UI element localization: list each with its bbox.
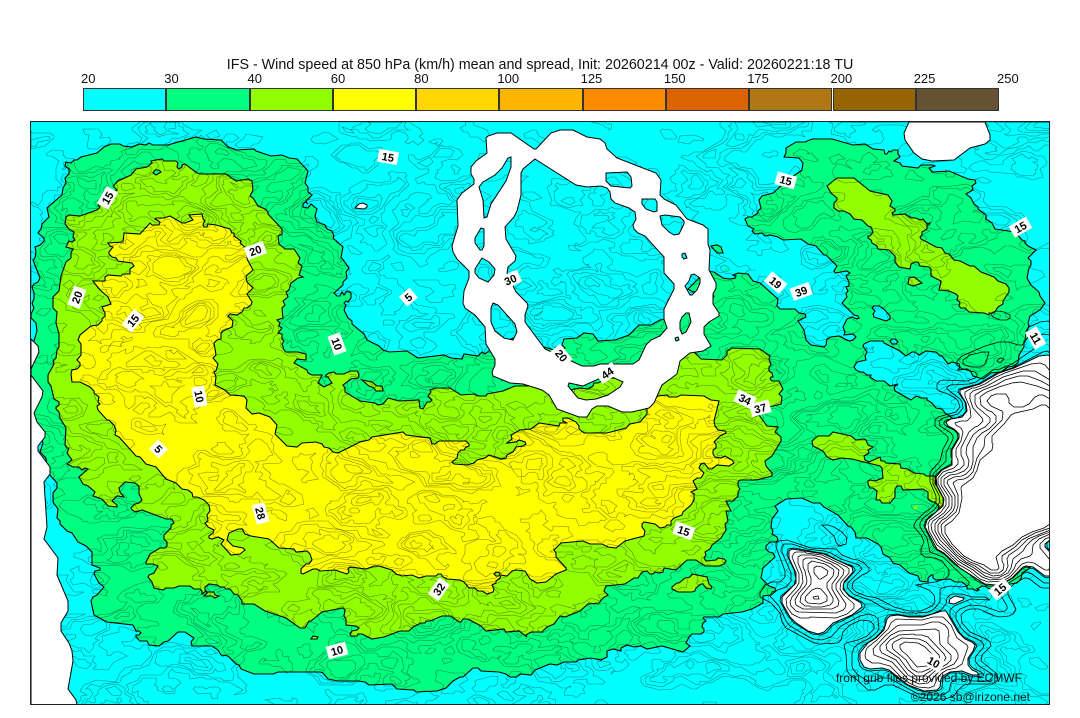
svg-text:10: 10: [191, 390, 205, 404]
svg-text:15: 15: [381, 151, 395, 165]
